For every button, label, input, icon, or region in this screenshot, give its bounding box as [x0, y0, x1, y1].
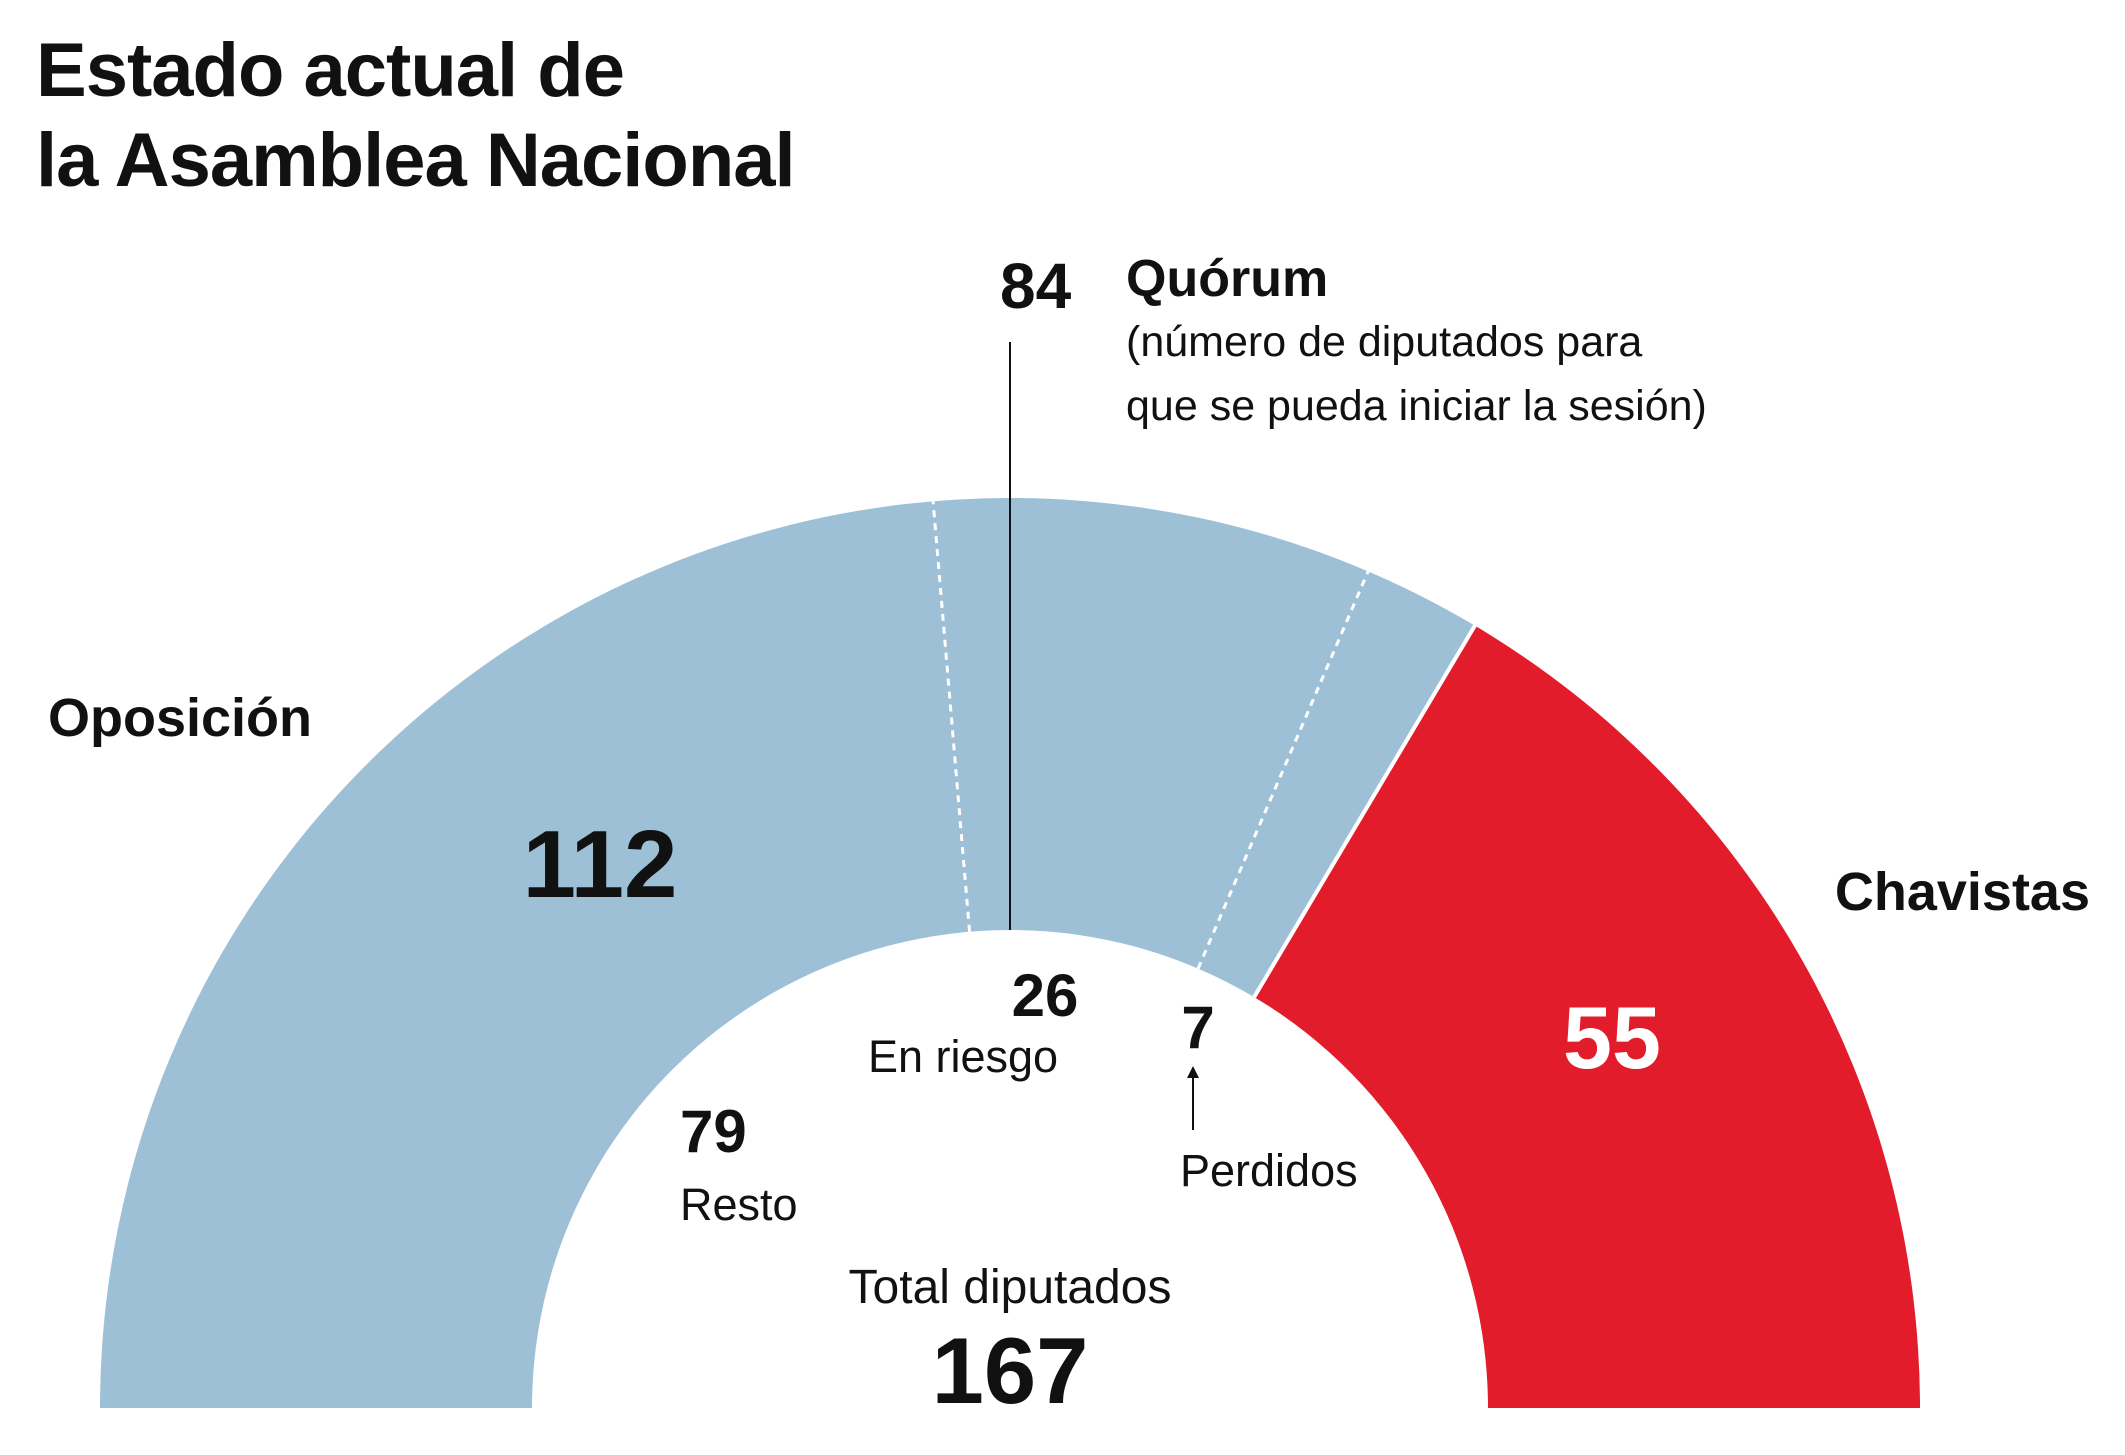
total-label: Total diputados — [849, 1261, 1172, 1314]
perdidos-arrow — [1187, 1066, 1199, 1130]
subsegment-divider-resto — [931, 501, 972, 932]
slice-chavistas — [1254, 625, 1920, 1408]
chart-title: Estado actual de la Asamblea Nacional — [36, 26, 796, 206]
quorum-note-2: que se pueda iniciar la sesión) — [1126, 382, 1707, 430]
segment-boundary — [1252, 622, 1478, 999]
title-line-2: la Asamblea Nacional — [36, 118, 796, 203]
perdidos-label: Perdidos — [1180, 1145, 1358, 1196]
oposicion-value: 112 — [523, 811, 678, 918]
chavistas-label: Chavistas — [1835, 862, 2090, 922]
chart-dividers — [931, 501, 1478, 999]
resto-value: 79 — [680, 1098, 747, 1165]
riesgo-label: En riesgo — [868, 1031, 1058, 1082]
title-line-1: Estado actual de — [36, 28, 625, 113]
slice-oposici-n — [100, 497, 1475, 1409]
perdidos-value: 7 — [1181, 994, 1214, 1061]
resto-label: Resto — [680, 1179, 798, 1230]
chart-slices — [100, 497, 1920, 1409]
chavistas-value: 55 — [1563, 988, 1661, 1087]
quorum-value: 84 — [1000, 250, 1072, 322]
oposicion-label: Oposición — [48, 688, 312, 748]
quorum-label: Quórum — [1126, 250, 1328, 308]
total-value: 167 — [932, 1318, 1089, 1423]
quorum-note-1: (número de diputados para — [1126, 318, 1642, 366]
subsegment-divider-en-riesgo — [1196, 570, 1370, 970]
riesgo-value: 26 — [1012, 962, 1079, 1029]
